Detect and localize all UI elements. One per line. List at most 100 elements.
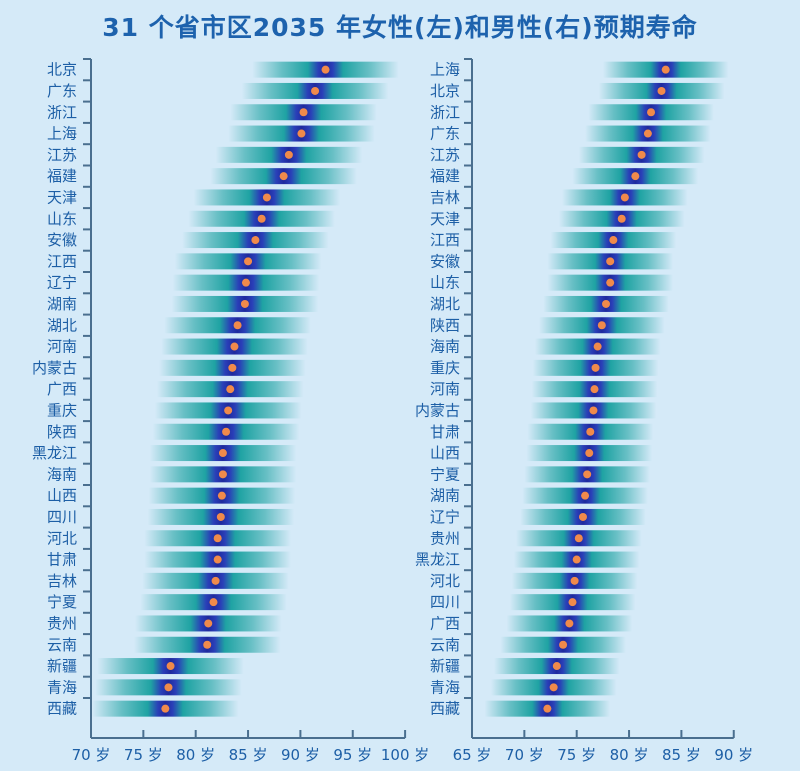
right-category-label: 贵州 [430,529,460,547]
right-category-label: 辽宁 [430,508,460,526]
left-category-label: 北京 [47,61,77,79]
left-value-dot [161,704,170,713]
right-value-dot [589,406,598,415]
right-category-label: 山东 [430,274,460,292]
right-value-dot [637,150,646,159]
right-x-tick-label: 90 岁 [714,746,753,764]
left-category-label: 黑龙江 [32,444,77,462]
left-category-label: 云南 [47,636,77,654]
right-value-dot [590,385,599,394]
right-category-label: 湖南 [430,487,460,505]
right-value-dot [620,193,629,202]
left-category-label: 新疆 [47,657,77,675]
left-category-label: 福建 [47,167,77,185]
left-category-label: 河北 [47,529,77,547]
right-value-dot [549,683,558,692]
right-value-dot [647,108,656,117]
left-category-label: 辽宁 [47,274,77,292]
left-category-label: 内蒙古 [32,359,77,377]
left-x-tick-label: 75 岁 [124,746,163,764]
right-category-label: 甘肃 [430,423,460,441]
right-value-dot [570,576,579,585]
left-category-label: 山东 [47,210,77,228]
left-value-dot [244,257,253,266]
left-category-label: 上海 [47,125,77,143]
left-value-dot [241,278,250,287]
right-value-dot [578,512,587,521]
right-category-label: 广西 [430,614,460,632]
left-category-label: 重庆 [47,401,77,419]
left-x-tick-label: 95 岁 [333,746,372,764]
left-value-dot [240,299,249,308]
left-category-label: 天津 [47,188,77,206]
left-category-label: 湖南 [47,295,77,313]
left-category-label: 甘肃 [47,551,77,569]
left-x-tick-label: 85 岁 [229,746,268,764]
right-x-tick-label: 80 岁 [610,746,649,764]
right-category-label: 河南 [430,380,460,398]
left-category-label: 宁夏 [47,593,77,611]
left-category-label: 陕西 [47,423,77,441]
left-category-label: 江西 [47,252,77,270]
left-value-dot [228,363,237,372]
left-value-dot [218,470,227,479]
right-value-dot [586,427,595,436]
left-category-label: 吉林 [47,572,77,590]
right-category-label: 江西 [430,231,460,249]
left-category-label: 湖北 [47,316,77,334]
right-value-dot [597,321,606,330]
left-value-dot [213,555,222,564]
left-value-dot [209,598,218,607]
right-value-dot [606,257,615,266]
left-category-label: 安徽 [47,231,77,249]
right-category-label: 西藏 [430,700,460,718]
right-value-dot [565,619,574,628]
left-category-label: 西藏 [47,700,77,718]
left-value-dot [297,129,306,138]
left-category-label: 贵州 [47,614,77,632]
right-x-tick-label: 75 岁 [557,746,596,764]
left-category-label: 浙江 [47,103,77,121]
right-category-label: 天津 [430,210,460,228]
right-value-dot [609,236,618,245]
right-category-label: 浙江 [430,103,460,121]
left-category-label: 海南 [47,465,77,483]
right-value-dot [617,214,626,223]
right-value-dot [552,662,561,671]
right-value-dot [661,65,670,74]
right-value-dot [574,534,583,543]
right-category-label: 四川 [430,593,460,611]
right-value-dot [581,491,590,500]
left-x-tick-label: 80 岁 [176,746,215,764]
left-category-label: 广西 [47,380,77,398]
right-value-dot [568,598,577,607]
right-category-label: 北京 [430,82,460,100]
left-value-dot [164,683,173,692]
right-category-label: 上海 [430,61,460,79]
left-value-dot [213,534,222,543]
right-category-label: 内蒙古 [415,401,460,419]
right-category-label: 山西 [430,444,460,462]
left-category-label: 山西 [47,487,77,505]
right-category-label: 湖北 [430,295,460,313]
right-category-label: 重庆 [430,359,460,377]
right-value-dot [593,342,602,351]
left-value-dot [216,512,225,521]
left-value-dot [251,236,260,245]
left-value-dot [299,108,308,117]
left-category-label: 江苏 [47,146,77,164]
right-category-label: 吉林 [430,188,460,206]
right-category-label: 陕西 [430,316,460,334]
right-value-dot [585,449,594,458]
left-value-dot [211,576,220,585]
right-category-label: 云南 [430,636,460,654]
right-category-label: 青海 [430,678,460,696]
right-value-dot [559,640,568,649]
right-x-tick-label: 65 岁 [453,746,492,764]
left-value-dot [257,214,266,223]
left-value-dot [203,640,212,649]
left-value-dot [224,406,233,415]
left-value-dot [279,172,288,181]
right-value-dot [543,704,552,713]
